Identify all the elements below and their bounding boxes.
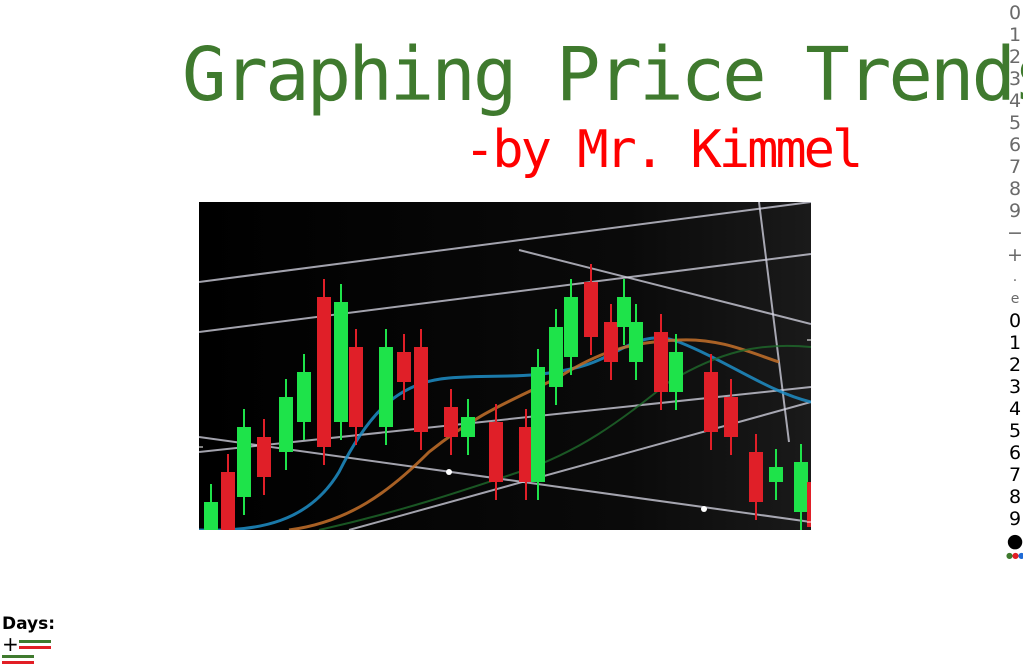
- candle-up: [769, 467, 783, 482]
- candle-down: [584, 282, 598, 337]
- candle-down: [397, 352, 411, 382]
- candle-down: [221, 472, 235, 530]
- grid-line: [518, 249, 811, 325]
- image-background: [199, 202, 811, 530]
- black-key-0[interactable]: 0: [1008, 310, 1022, 332]
- candle-down: [489, 422, 503, 482]
- add-day-button[interactable]: +: [2, 632, 19, 656]
- red-bar: [2, 661, 34, 664]
- gray-key-6[interactable]: 6: [1008, 134, 1022, 156]
- candle-down: [519, 427, 533, 482]
- candle-down: [257, 437, 271, 477]
- gray-key-8[interactable]: 8: [1008, 178, 1022, 200]
- black-key-group: 0 1 2 3 4 5 6 7 8 9 ●: [1005, 310, 1023, 552]
- candle-down: [317, 297, 331, 447]
- candle-up: [669, 352, 683, 392]
- grid-lines: [199, 202, 811, 530]
- ma-blue-line: [199, 336, 811, 530]
- grid-node-dot: [701, 506, 707, 512]
- keypad-column: 0 1 2 3 4 5 6 7 8 9− +. e 0 1 2 3 4 5 6 7 8 9 ● ●●●: [1005, 2, 1023, 560]
- candle-down: [604, 322, 618, 362]
- gray-key-1[interactable]: 1: [1008, 24, 1022, 46]
- grid-line: [199, 436, 811, 523]
- candle-up: [237, 427, 251, 497]
- gray-key-5[interactable]: 5: [1008, 112, 1022, 134]
- gray-key-0[interactable]: 0: [1008, 2, 1022, 24]
- black-key-7[interactable]: 7: [1008, 464, 1022, 486]
- candle-down: [704, 372, 718, 432]
- candle-down: [414, 347, 428, 432]
- candle-up: [297, 372, 311, 422]
- grid-line: [199, 202, 811, 283]
- candle-up: [617, 297, 631, 327]
- gray-key-9[interactable]: 9: [1008, 200, 1022, 222]
- candle-down: [724, 397, 738, 437]
- gray-key-10[interactable]: −: [1007, 222, 1023, 244]
- days-panel: Days: +: [2, 614, 62, 664]
- gray-key-4[interactable]: 4: [1008, 90, 1022, 112]
- days-control-row: +: [2, 632, 62, 656]
- gray-key-13[interactable]: e: [1010, 291, 1020, 307]
- candle-up: [531, 367, 545, 482]
- candle-down: [444, 407, 458, 437]
- candle-up: [461, 417, 475, 437]
- black-key-5[interactable]: 5: [1008, 420, 1022, 442]
- candle-up: [379, 347, 393, 427]
- candle-up: [564, 297, 578, 357]
- gray-key-3[interactable]: 3: [1008, 68, 1022, 90]
- candle-up: [629, 322, 643, 362]
- black-key-8[interactable]: 8: [1008, 486, 1022, 508]
- grid-node-dot: [446, 469, 452, 475]
- black-key-6[interactable]: 6: [1008, 442, 1022, 464]
- gray-key-11[interactable]: +: [1007, 244, 1023, 266]
- green-bar: [2, 655, 34, 658]
- black-key-10[interactable]: ●: [1006, 530, 1023, 552]
- candle-up: [794, 462, 808, 512]
- candlestick-chart-image: [199, 202, 811, 530]
- days-bars-top[interactable]: [19, 639, 51, 649]
- black-key-9[interactable]: 9: [1008, 508, 1022, 530]
- black-key-4[interactable]: 4: [1008, 398, 1022, 420]
- green-bar: [19, 639, 51, 643]
- color-dots-icon[interactable]: ●●●: [1006, 551, 1023, 560]
- candle-up: [204, 502, 218, 530]
- candle-down: [807, 482, 811, 527]
- gray-key-7[interactable]: 7: [1008, 156, 1022, 178]
- black-key-3[interactable]: 3: [1008, 376, 1022, 398]
- candlesticks: [204, 264, 811, 530]
- grid-line: [758, 202, 790, 443]
- gray-key-12[interactable]: .: [1012, 269, 1018, 285]
- gray-key-2[interactable]: 2: [1008, 46, 1022, 68]
- page-subtitle: -by Mr. Kimmel: [464, 120, 863, 180]
- grid-line: [199, 253, 811, 333]
- candle-up: [334, 302, 348, 422]
- page-title: Graphing Price Trends: [182, 32, 1023, 118]
- gray-key-group: 0 1 2 3 4 5 6 7 8 9− +. e: [1005, 2, 1023, 310]
- days-label: Days:: [2, 614, 56, 634]
- red-bar: [19, 645, 51, 649]
- black-key-1[interactable]: 1: [1008, 332, 1022, 354]
- candle-down: [749, 452, 763, 502]
- black-key-2[interactable]: 2: [1008, 354, 1022, 376]
- candle-down: [654, 332, 668, 392]
- days-bars-bottom[interactable]: [2, 655, 62, 664]
- candle-up: [279, 397, 293, 452]
- candle-down: [349, 347, 363, 427]
- candle-up: [549, 327, 563, 387]
- axis-ticks: [199, 339, 811, 523]
- ma-green-line: [318, 344, 811, 530]
